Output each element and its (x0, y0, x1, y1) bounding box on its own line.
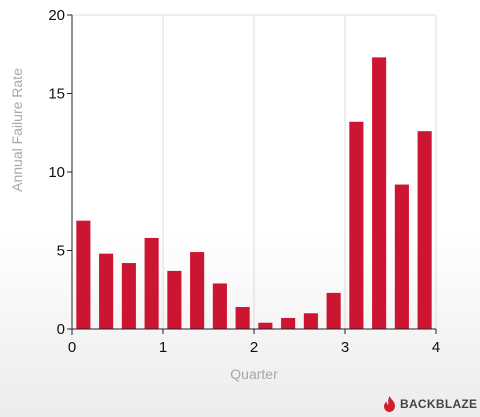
axes (67, 14, 437, 335)
bar-10 (281, 318, 296, 329)
x-tick-label-0: 0 (68, 339, 76, 356)
x-tick-label-1: 1 (159, 339, 167, 356)
x-tick-label-2: 2 (250, 339, 258, 356)
bar-14 (372, 57, 387, 329)
x-axis-title: Quarter (230, 366, 278, 382)
y-tick-label-1: 5 (57, 243, 65, 260)
flame-icon (384, 396, 395, 412)
backblaze-logo: BACKBLAZE (383, 396, 477, 412)
y-tick-labels: 0 5 10 15 20 (48, 7, 65, 338)
bar-16 (417, 131, 432, 329)
bar-3 (121, 263, 136, 329)
y-tick-label-2: 10 (48, 164, 65, 181)
y-tick-label-3: 15 (48, 86, 65, 103)
bar-8 (235, 307, 250, 329)
x-tick-label-3: 3 (341, 339, 349, 356)
x-tick-labels: 0 1 2 3 4 (68, 339, 440, 356)
y-tick-label-4: 20 (48, 7, 65, 24)
bar-15 (394, 184, 409, 329)
bar-1 (76, 220, 91, 329)
bar-9 (258, 322, 273, 329)
logo-text: BACKBLAZE (400, 397, 478, 411)
y-tick-label-0: 0 (57, 321, 65, 338)
bar-6 (190, 252, 205, 329)
bar-11 (303, 313, 318, 329)
x-tick-label-4: 4 (432, 339, 440, 356)
bar-7 (212, 283, 227, 329)
bar-2 (99, 253, 114, 329)
bar-12 (326, 292, 341, 329)
y-axis-title: Annual Failure Rate (9, 68, 25, 192)
bar-13 (349, 121, 364, 329)
bars (76, 57, 432, 329)
bar-4 (144, 237, 159, 329)
bar-5 (167, 270, 182, 329)
